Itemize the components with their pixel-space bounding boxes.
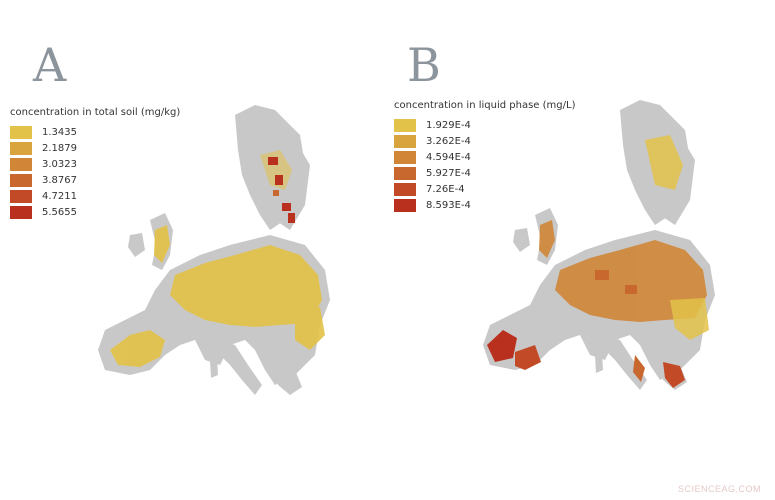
legend-liquid-phase: concentration in liquid phase (mg/L) 1.9… <box>394 100 575 213</box>
legend-item: 3.8767 <box>10 172 180 188</box>
legend-swatch <box>394 198 416 212</box>
legend-item: 3.262E-4 <box>394 133 575 149</box>
legend-label: 5.5655 <box>42 206 77 218</box>
legend-swatch <box>10 157 32 171</box>
legend-label: 1.3435 <box>42 126 77 138</box>
hotspots <box>268 157 295 223</box>
legend-swatch <box>394 150 416 164</box>
watermark: SCIENCEAG.COM <box>677 484 761 494</box>
legend-label: 4.594E-4 <box>426 151 471 163</box>
legend-total-soil: concentration in total soil (mg/kg) 1.34… <box>10 107 180 220</box>
legend-item: 2.1879 <box>10 140 180 156</box>
legend-label: 3.262E-4 <box>426 135 471 147</box>
legend-label: 3.0323 <box>42 158 77 170</box>
legend-item: 3.0323 <box>10 156 180 172</box>
legend-swatch <box>10 141 32 155</box>
legend-item: 1.3435 <box>10 124 180 140</box>
legend-label: 3.8767 <box>42 174 77 186</box>
europe-map-total-soil <box>98 105 330 395</box>
concentration-overlay <box>110 150 325 367</box>
legend-item: 8.593E-4 <box>394 197 575 213</box>
legend-label: 1.929E-4 <box>426 119 471 131</box>
legend-title: concentration in total soil (mg/kg) <box>10 107 181 118</box>
legend-item: 7.26E-4 <box>394 181 575 197</box>
legend-swatch <box>394 166 416 180</box>
legend-swatch <box>10 205 32 219</box>
legend-swatch <box>394 182 416 196</box>
legend-label: 4.7211 <box>42 190 77 202</box>
legend-item: 4.7211 <box>10 188 180 204</box>
legend-swatch <box>10 173 32 187</box>
europe-map-liquid-phase <box>483 100 715 390</box>
panel-b-letter: B <box>407 38 441 92</box>
concentration-overlay-mid <box>539 220 707 322</box>
legend-swatch <box>10 189 32 203</box>
legend-label: 5.927E-4 <box>426 167 471 179</box>
legend-swatch <box>394 134 416 148</box>
legend-item: 4.594E-4 <box>394 149 575 165</box>
panel-a-letter: A <box>33 38 67 92</box>
legend-title: concentration in liquid phase (mg/L) <box>394 100 576 111</box>
legend-swatch <box>394 118 416 132</box>
legend-item: 5.927E-4 <box>394 165 575 181</box>
hotspots <box>487 270 685 388</box>
legend-item: 5.5655 <box>10 204 180 220</box>
legend-label: 7.26E-4 <box>426 183 465 195</box>
legend-swatch <box>10 125 32 139</box>
legend-label: 8.593E-4 <box>426 199 471 211</box>
land-base <box>483 100 715 390</box>
legend-label: 2.1879 <box>42 142 77 154</box>
concentration-overlay-low <box>645 135 709 340</box>
legend-item: 1.929E-4 <box>394 117 575 133</box>
